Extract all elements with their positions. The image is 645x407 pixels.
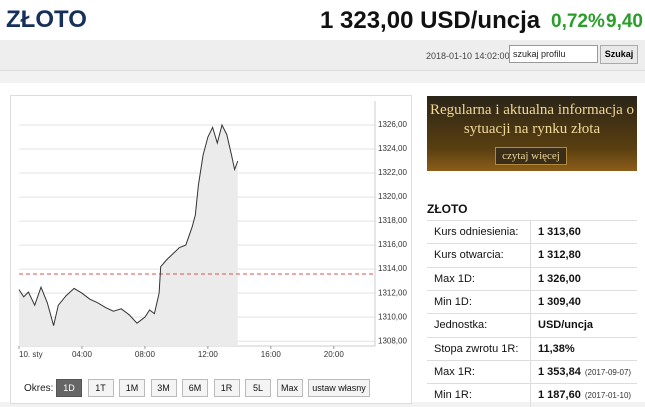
- period-button[interactable]: 1M: [119, 379, 145, 397]
- row-label: Kurs odniesienia:: [434, 226, 519, 238]
- period-button[interactable]: 6M: [182, 379, 208, 397]
- title: ZŁOTO: [6, 6, 87, 33]
- row-label: Min 1R:: [434, 389, 472, 402]
- ad-button[interactable]: czytaj więcej: [495, 147, 567, 165]
- row-value-text: 11,38%: [538, 342, 575, 355]
- row-value: 1 309,40: [538, 296, 581, 308]
- row-value: 1 353,84 (2017-09-07): [538, 366, 631, 378]
- header: [0, 0, 645, 40]
- period-button[interactable]: 5L: [245, 379, 271, 397]
- column-divider: [530, 314, 531, 338]
- table-row: Max 1R: 1 353,84 (2017-09-07): [427, 359, 637, 384]
- row-value: 1 326,00: [538, 273, 581, 285]
- period-button[interactable]: 1D: [56, 379, 82, 397]
- period-button[interactable]: 1T: [87, 379, 114, 397]
- table-row: Stopa zwrotu 1R: 11,38%: [427, 336, 637, 361]
- y-tick-label: 1314,00: [378, 264, 407, 273]
- column-divider: [530, 290, 531, 314]
- row-value-text: 1 326,00: [538, 272, 581, 285]
- row-value-text: USD/uncja: [538, 319, 594, 332]
- ad-text: Regularna i aktualna informacja o sytuac…: [429, 102, 635, 137]
- y-tick-label: 1318,00: [378, 216, 407, 225]
- table-row: Min 1D: 1 309,40: [427, 289, 637, 314]
- search-button[interactable]: Szukaj: [600, 45, 638, 64]
- x-tick-label: 20:00: [324, 350, 345, 359]
- x-tick-label: 12:00: [198, 350, 219, 359]
- x-tick-label: 08:00: [135, 350, 156, 359]
- row-value-text: 1 309,40: [538, 295, 581, 308]
- period-button[interactable]: 3M: [150, 379, 177, 397]
- price: 1 323,00 USD/uncja: [320, 7, 541, 34]
- row-label: Min 1D:: [434, 295, 472, 308]
- timestamp: 2018-01-10 14:02:00: [426, 51, 510, 61]
- y-tick-label: 1308,00: [378, 336, 407, 345]
- period-label: Okres:: [24, 383, 54, 394]
- column-divider: [530, 267, 531, 291]
- change: 9,40: [606, 11, 643, 32]
- x-tick-label: 04:00: [72, 350, 93, 359]
- row-date: (2017-01-10): [584, 391, 632, 401]
- column-divider: [530, 337, 531, 361]
- row-value: USD/uncja: [538, 319, 593, 331]
- price-line: [18, 123, 239, 326]
- row-label: Max 1R:: [434, 365, 475, 378]
- row-value-text: 1 313,60: [538, 226, 581, 238]
- column-divider: [530, 360, 531, 384]
- row-value: 11,38%: [538, 343, 575, 355]
- row-date: (2017-09-07): [584, 367, 632, 377]
- table-row: Jednostka: USD/uncja: [427, 313, 637, 338]
- period-button[interactable]: Max: [276, 379, 303, 397]
- row-label: Jednostka:: [434, 319, 488, 332]
- period-button[interactable]: 1R: [213, 379, 240, 397]
- chart-box: 1308,00 1310,00 1312,00 1314,00 1316,00 1318,…: [10, 95, 412, 404]
- column-divider: [530, 384, 531, 407]
- ad-banner[interactable]: Regularna i aktualna informacja o sytuac…: [427, 96, 637, 171]
- y-tick-label: 1326,00: [378, 120, 407, 129]
- row-value: 1 312,80: [538, 249, 581, 261]
- x-tick-label: 10. sty: [19, 350, 43, 359]
- change-pct: 0,72%: [551, 11, 605, 32]
- column-divider: [530, 244, 531, 268]
- y-tick-label: 1310,00: [378, 312, 407, 321]
- y-tick-label: 1324,00: [378, 144, 407, 153]
- row-label: Max 1D:: [434, 272, 475, 285]
- y-tick-label: 1320,00: [378, 192, 407, 201]
- y-tick-label: 1316,00: [378, 240, 407, 249]
- y-tick-label: 1322,00: [378, 168, 407, 177]
- row-value-text: 1 353,84: [538, 365, 581, 378]
- row-value-text: 1 187,60: [538, 389, 581, 402]
- table-row: Kurs otwarcia: 1 312,80: [427, 243, 637, 268]
- row-value: 1 187,60 (2017-01-10): [538, 389, 631, 401]
- y-tick-label: 1312,00: [378, 288, 407, 297]
- sidebar-title: ZŁOTO: [427, 202, 468, 216]
- table-row: Kurs odniesienia: 1 313,60: [427, 220, 637, 244]
- column-divider: [530, 221, 531, 244]
- period-button[interactable]: ustaw własny: [308, 379, 370, 397]
- row-label: Kurs otwarcia:: [434, 249, 504, 262]
- chart: 1308,00 1310,00 1312,00 1314,00 1316,00 1318,…: [18, 101, 407, 359]
- row-value: 1 313,60: [538, 226, 581, 238]
- search-input[interactable]: szukaj profilu: [509, 45, 598, 63]
- x-tick-label: 16:00: [261, 350, 282, 359]
- table-row: Min 1R: 1 187,60 (2017-01-10): [427, 383, 637, 407]
- table-row: Max 1D: 1 326,00: [427, 266, 637, 291]
- row-value-text: 1 312,80: [538, 249, 581, 262]
- row-label: Stopa zwrotu 1R:: [434, 342, 519, 355]
- area: [19, 125, 238, 346]
